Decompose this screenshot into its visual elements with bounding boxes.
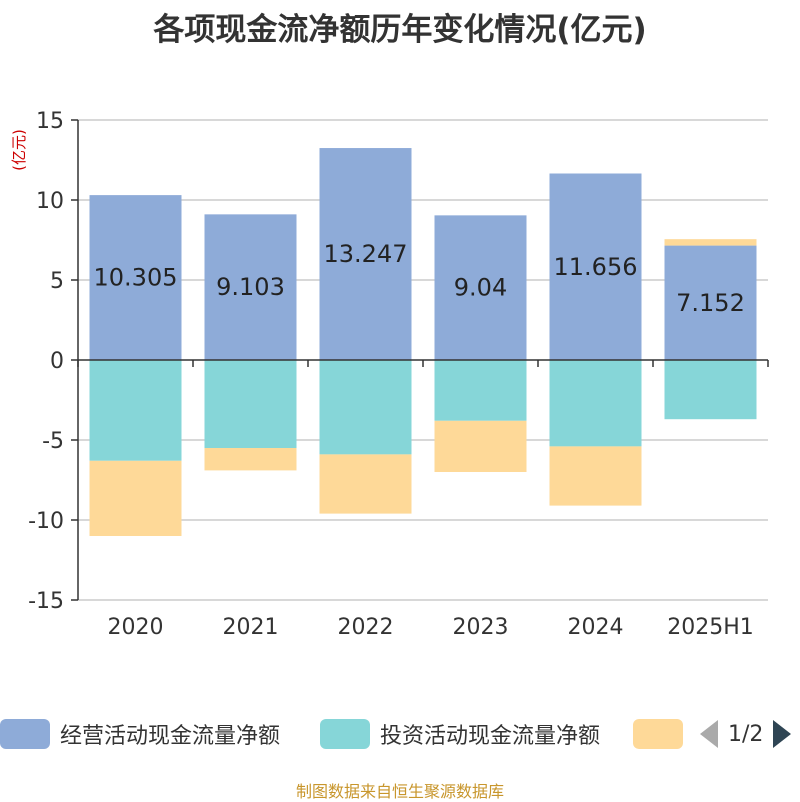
y-tick-label: 5	[50, 269, 64, 294]
y-tick-label: 10	[36, 189, 64, 214]
bar-2-2025H1[interactable]	[664, 360, 757, 420]
bar-3-2020[interactable]	[89, 460, 182, 536]
bar-value-label: 11.656	[554, 253, 638, 281]
data-source-note: 制图数据来自恒生聚源数据库	[295, 782, 504, 801]
legend-item-operating[interactable]: 经营活动现金流量净额	[0, 714, 280, 754]
legend-swatch-operating	[0, 719, 50, 749]
bar-3-2022[interactable]	[319, 454, 412, 514]
y-tick-label: -15	[28, 589, 64, 614]
bar-1-2022[interactable]	[319, 148, 412, 360]
legend-page-indicator: 1/2	[728, 721, 764, 747]
bar-3-2025H1[interactable]	[664, 239, 757, 246]
bar-2-2024[interactable]	[549, 360, 642, 447]
bar-1-2024[interactable]	[549, 173, 642, 360]
bar-2-2021[interactable]	[204, 360, 297, 448]
y-tick-label: -5	[42, 429, 64, 454]
x-tick-label: 2023	[453, 615, 509, 640]
bar-2-2022[interactable]	[319, 360, 412, 455]
bar-value-label: 13.247	[324, 240, 408, 268]
bar-value-label: 10.305	[94, 264, 178, 292]
bar-1-2023[interactable]	[434, 215, 527, 360]
bar-3-2024[interactable]	[549, 446, 642, 506]
axes: 15 10 5 0 -5 -10 -15 2020 2021 2022 2023 2024 2025H1	[28, 109, 769, 640]
bar-2-2023[interactable]	[434, 360, 527, 421]
bar-1-2025H1[interactable]	[664, 245, 757, 360]
x-tick-label: 2020	[108, 615, 164, 640]
legend-next-page-icon[interactable]	[773, 720, 792, 748]
y-axis-unit-label: (亿元)	[10, 129, 28, 171]
legend-item-third[interactable]	[633, 714, 693, 754]
y-tick-label: 15	[36, 109, 64, 134]
legend-item-investing[interactable]: 投资活动现金流量净额	[320, 714, 600, 754]
bar-3-2021[interactable]	[204, 448, 297, 471]
gridlines	[78, 119, 768, 601]
legend-prev-page-icon[interactable]	[700, 720, 718, 748]
bar-value-label: 7.152	[676, 289, 745, 317]
bar-value-label: 9.103	[216, 273, 285, 301]
legend-label-operating: 经营活动现金流量净额	[60, 724, 281, 749]
bar-3-2023[interactable]	[434, 420, 527, 472]
x-tick-label: 2021	[223, 615, 279, 640]
legend-swatch-third	[633, 719, 683, 749]
y-tick-label: -10	[28, 509, 64, 534]
bar-1-2020[interactable]	[89, 195, 182, 360]
y-tick-label: 0	[50, 349, 64, 374]
bar-1-2021[interactable]	[204, 214, 297, 360]
legend-swatch-investing	[320, 719, 370, 749]
bar-chart: 10.305 9.103 13.247 9.04 11.656 7.152 15 10 5 0 -…	[10, 109, 769, 640]
legend-pager: 1/2	[700, 714, 792, 754]
chart-title: 各项现金流净额历年变化情况(亿元)	[153, 12, 647, 48]
x-tick-label: 2024	[568, 615, 624, 640]
x-tick-label: 2025H1	[667, 615, 754, 640]
legend: 经营活动现金流量净额 投资活动现金流量净额 1/2	[0, 714, 800, 754]
bar-2-2020[interactable]	[89, 360, 182, 461]
x-tick-label: 2022	[338, 615, 394, 640]
bar-marks	[89, 148, 757, 536]
legend-label-investing: 投资活动现金流量净额	[380, 724, 601, 749]
bar-value-labels: 10.305 9.103 13.247 9.04 11.656 7.152	[94, 240, 745, 317]
bar-value-label: 9.04	[454, 274, 507, 302]
